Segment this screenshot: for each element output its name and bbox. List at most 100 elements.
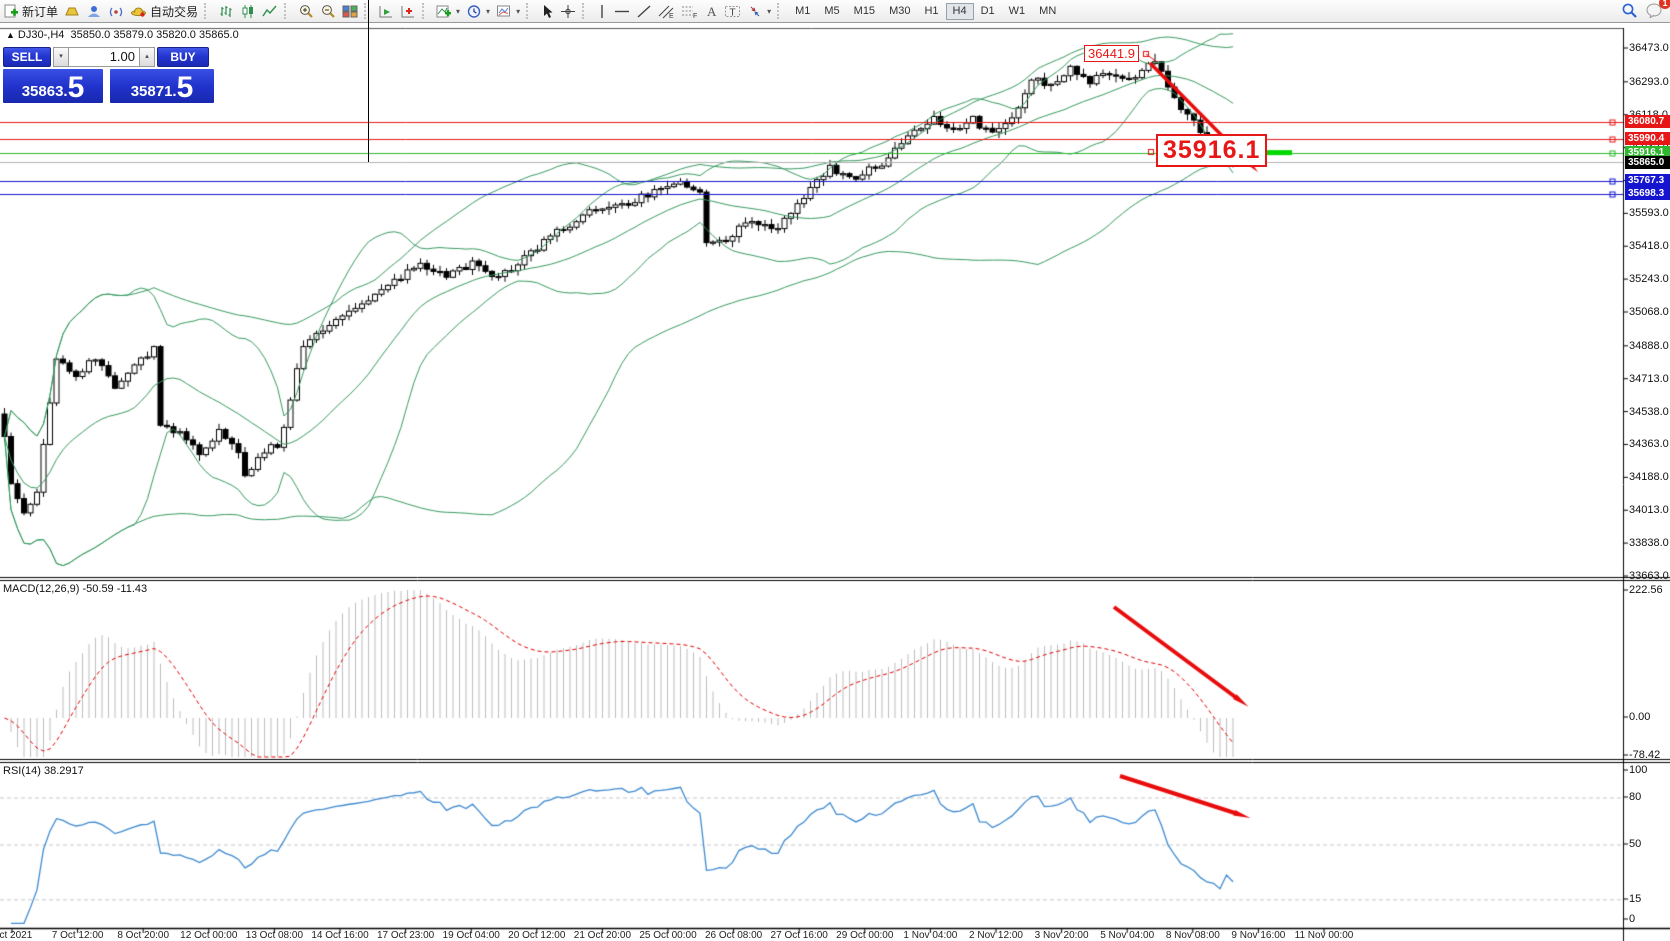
line-chart-icon: [262, 4, 278, 19]
chart-shift-button[interactable]: [397, 1, 419, 22]
text-label-icon: T: [724, 4, 741, 19]
chat-button[interactable]: 1: [1646, 0, 1670, 21]
dropdown-arrow-icon: ▾: [516, 6, 521, 16]
timeframe-button-m1[interactable]: M1: [795, 4, 811, 17]
bar-chart-button[interactable]: [215, 1, 237, 22]
timeframe-button-m15[interactable]: M15: [853, 4, 876, 17]
crosshair-button[interactable]: [557, 1, 579, 22]
time-axis-label: 7 Oct 12:00: [51, 930, 104, 941]
fibonacci-button[interactable]: F: [678, 1, 701, 22]
rsi-axis-tick: 50: [1629, 838, 1642, 850]
profiles-button[interactable]: [83, 1, 105, 22]
rsi-name: RSI(14): [3, 765, 41, 777]
timeframe-button-w1[interactable]: W1: [1008, 4, 1026, 17]
time-axis-label: 14 Oct 16:00: [311, 930, 369, 941]
text-icon: A: [704, 4, 718, 19]
indicators-button[interactable]: ▾: [433, 1, 463, 22]
templates-button[interactable]: ▾: [493, 1, 523, 22]
dropdown-arrow-icon: ▾: [767, 6, 772, 16]
rsi-label: RSI(14) 38.2917: [3, 765, 84, 777]
time-axis-label: 13 Oct 08:00: [245, 930, 304, 941]
time-axis-label: 2 Nov 12:00: [969, 930, 1023, 941]
search-button[interactable]: [1621, 2, 1638, 21]
gold-button[interactable]: [61, 1, 83, 22]
timeframe-button-m5[interactable]: M5: [824, 4, 840, 17]
candlestick-button[interactable]: [237, 1, 259, 22]
tile-windows-button[interactable]: [339, 1, 361, 22]
buy-button[interactable]: BUY: [157, 47, 209, 67]
macd-axis-tick: 0.00: [1629, 711, 1651, 723]
new-order-button[interactable]: 新订单: [0, 1, 61, 22]
chart-symbol-timeframe: DJ30-,H4: [17, 29, 65, 41]
profile-icon: [86, 4, 102, 19]
dropdown-arrow-icon: ▾: [486, 6, 491, 16]
timeframe-button-d1[interactable]: D1: [980, 4, 995, 17]
sell-price-sep: .: [63, 83, 68, 100]
toolbar-grip: [422, 3, 429, 19]
channel-icon: E: [658, 4, 675, 19]
notification-badge: 1: [1659, 0, 1670, 9]
time-axis-label: 19 Oct 04:00: [442, 930, 500, 941]
trendline-button[interactable]: [633, 1, 655, 22]
horizontal-line-button[interactable]: [611, 1, 633, 22]
cursor-button[interactable]: [537, 1, 557, 22]
sell-price-button[interactable]: 35863. 5: [3, 69, 103, 103]
rsi-axis-tick: 100: [1629, 764, 1648, 776]
indicators-add-icon: [436, 4, 452, 19]
volume-decrease-button[interactable]: ▾: [53, 47, 69, 67]
trade-panel-price-row: 35863. 5 35871. 5: [3, 69, 215, 103]
support-price-annotation[interactable]: 35916.1: [1156, 134, 1268, 167]
text-button[interactable]: A: [701, 1, 721, 22]
time-axis-label: 27 Oct 16:00: [770, 930, 828, 941]
price-axis-tick: 33838.0: [1629, 537, 1669, 550]
arrows-icon: [747, 4, 763, 19]
volume-input[interactable]: 1.00: [69, 47, 139, 67]
sell-button[interactable]: SELL: [3, 47, 51, 67]
price-axis-tick: 35418.0: [1629, 240, 1669, 253]
time-axis-label: 5 Nov 04:00: [1100, 930, 1155, 941]
time-axis-label: 26 Oct 08:00: [704, 930, 763, 941]
rsi-value: 38.2917: [43, 765, 84, 777]
zoom-out-button[interactable]: [317, 1, 339, 22]
price-level-tag: 35865.0: [1625, 155, 1670, 169]
signal-button[interactable]: [105, 1, 127, 22]
sell-price-frac: 5: [67, 71, 85, 104]
toolbar-grip: [526, 3, 533, 19]
buy-price-button[interactable]: 35871. 5: [110, 69, 214, 103]
trendline-icon: [636, 4, 652, 19]
text-label-button[interactable]: T: [721, 1, 744, 22]
timeframe-button-mn[interactable]: MN: [1039, 4, 1057, 17]
timeframe-button-h4[interactable]: H4: [945, 2, 974, 20]
auto-trading-button[interactable]: 自动交易: [127, 1, 201, 22]
zoom-in-button[interactable]: [295, 1, 317, 22]
vertical-line-button[interactable]: [593, 1, 611, 22]
buy-price-frac: 5: [176, 71, 194, 104]
line-chart-button[interactable]: [259, 1, 281, 22]
bar-chart-icon: [218, 4, 234, 19]
vertical-line-object[interactable]: [368, 0, 369, 162]
arrows-button[interactable]: ▾: [744, 1, 774, 22]
volume-stepper: ▾ 1.00 ▴: [53, 47, 155, 67]
macd-label: MACD(12,26,9) -50.59 -11.43: [3, 583, 147, 595]
toolbar-grip: [284, 3, 291, 19]
macd-axis-tick: -78.42: [1629, 749, 1661, 761]
peak-price-annotation[interactable]: 36441.9: [1084, 45, 1139, 62]
chart-title: ▲ DJ30-,H4 35850.0 35879.0 35820.0 35865.…: [6, 29, 239, 41]
timeframe-button-h1[interactable]: H1: [924, 4, 939, 17]
price-axis-tick: 34363.0: [1629, 438, 1669, 451]
volume-increase-button[interactable]: ▴: [139, 47, 155, 67]
rsi-axis-tick: 80: [1629, 791, 1642, 803]
price-axis-tick: 33663.0: [1629, 569, 1669, 582]
dropdown-arrow-icon: ▾: [456, 6, 461, 16]
macd-name: MACD(12,26,9): [3, 583, 80, 595]
channel-button[interactable]: E: [655, 1, 678, 22]
time-axis-label: 25 Oct 00:00: [639, 930, 697, 941]
chart-window-icon: ▲: [6, 30, 15, 40]
timeframe-button-m30[interactable]: M30: [889, 4, 911, 17]
buy-price-sep: .: [172, 83, 177, 100]
periods-button[interactable]: ▾: [463, 1, 493, 22]
rsi-axis-tick: 15: [1629, 893, 1642, 905]
auto-scroll-button[interactable]: [375, 1, 397, 22]
vertical-line-icon: [596, 4, 608, 19]
